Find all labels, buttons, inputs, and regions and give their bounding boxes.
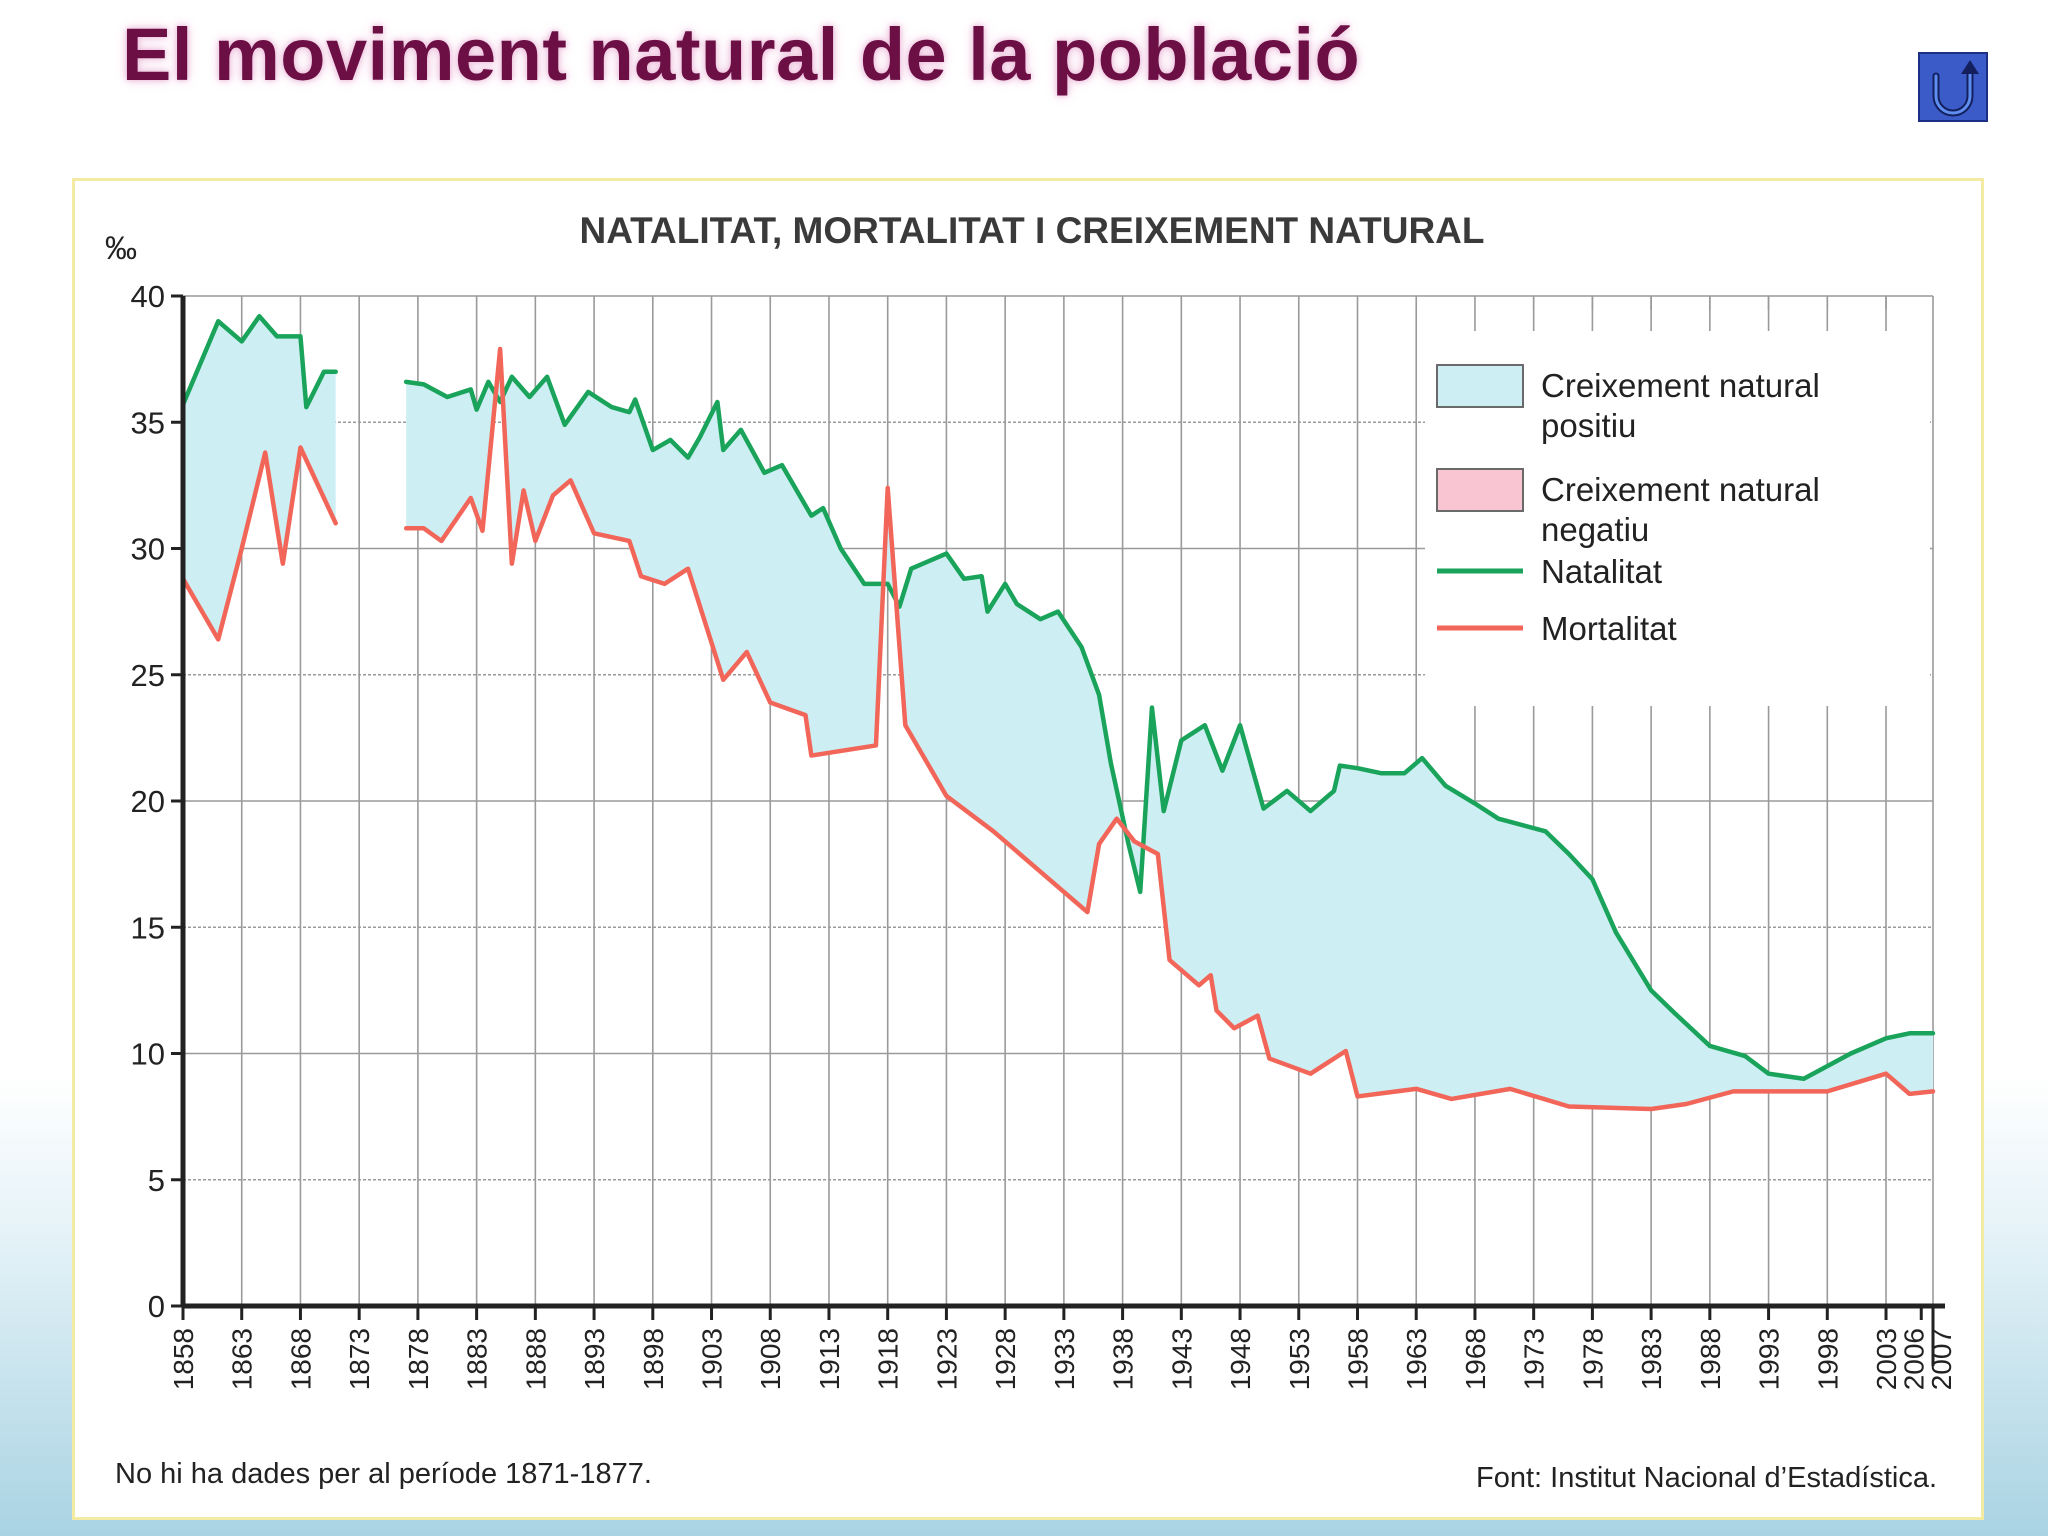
series-lines: [180, 313, 1936, 1112]
y-tick-label: 40: [131, 279, 165, 314]
legend-swatch-positive: [1436, 364, 1524, 408]
x-tick-label: 1868: [285, 1328, 316, 1390]
x-tick-label: 1998: [1812, 1328, 1843, 1390]
chart-title: NATALITAT, MORTALITAT I CREIXEMENT NATUR…: [579, 210, 1484, 251]
y-tick-label: 0: [148, 1289, 165, 1324]
x-tick-label: 2007: [1926, 1328, 1957, 1390]
source-note: Font: Institut Nacional d’Estadística.: [1476, 1462, 1937, 1494]
x-tick-label: 1938: [1108, 1328, 1139, 1390]
x-tick-label: 1978: [1577, 1328, 1608, 1390]
x-tick-label: 1918: [873, 1328, 904, 1390]
legend-label-natalitat: Natalitat: [1541, 553, 1662, 590]
x-tick-label: 1968: [1460, 1328, 1491, 1390]
x-tick-label: 1883: [462, 1328, 493, 1390]
y-tick-label: 20: [131, 784, 165, 819]
series-line-natalitat: [180, 313, 338, 410]
series-line-mortalitat: [403, 346, 1936, 1112]
legend-label-mortalitat: Mortalitat: [1541, 610, 1677, 647]
x-tick-label: 1888: [520, 1328, 551, 1390]
x-tick-label: 1898: [638, 1328, 669, 1390]
x-tick-label: 1933: [1049, 1328, 1080, 1390]
x-tick-label: 1943: [1166, 1328, 1197, 1390]
chart: NATALITAT, MORTALITAT I CREIXEMENT NATUR…: [105, 210, 1957, 1494]
x-tick-label: 1903: [697, 1328, 728, 1390]
x-tick-label: 1983: [1636, 1328, 1667, 1390]
positive-growth-area: [406, 349, 1934, 1110]
x-tick-label: 1863: [227, 1328, 258, 1390]
return-arrow-icon: [1932, 60, 1979, 117]
positive-growth-area: [183, 316, 336, 640]
legend-label-negative: Creixement natural negatiu: [1541, 471, 1820, 548]
x-tick-label: 1963: [1401, 1328, 1432, 1390]
x-tick-label: 1873: [344, 1328, 375, 1390]
x-tick-label: 1913: [814, 1328, 845, 1390]
back-button[interactable]: [1918, 52, 1988, 122]
x-tick-label: 1893: [579, 1328, 610, 1390]
x-tick-label: 1923: [931, 1328, 962, 1390]
x-tick-label: 1858: [168, 1328, 199, 1390]
y-tick-label: 15: [131, 910, 165, 945]
x-tick-label: 2006: [1898, 1328, 1929, 1390]
y-axis-unit: ‰: [105, 230, 137, 266]
x-tick-label: 1973: [1519, 1328, 1550, 1390]
chart-panel: NATALITAT, MORTALITAT I CREIXEMENT NATUR…: [72, 178, 1984, 1520]
series-line-natalitat: [403, 374, 1936, 1081]
x-tick-label: 1953: [1284, 1328, 1315, 1390]
x-tick-label: 1928: [990, 1328, 1021, 1390]
axes: 0 5 10 15 20 25 30 35 40 1858 1863 1868 1873 1878 1883…: [131, 279, 1957, 1390]
y-tick-label: 25: [131, 658, 165, 693]
y-tick-label: 30: [131, 532, 165, 567]
x-tick-label: 1958: [1342, 1328, 1373, 1390]
y-tick-label: 10: [131, 1037, 165, 1072]
x-tick-label: 2003: [1871, 1328, 1902, 1390]
y-tick-label: 5: [148, 1163, 165, 1198]
legend-swatch-negative: [1436, 468, 1524, 512]
x-tick-label: 1948: [1225, 1328, 1256, 1390]
fill-areas: [183, 316, 1934, 1110]
series-line-mortalitat: [180, 445, 338, 642]
no-data-note: No hi ha dades per al període 1871-1877.: [115, 1458, 652, 1490]
x-tick-label: 1988: [1695, 1328, 1726, 1390]
y-tick-label: 35: [131, 405, 165, 440]
x-tick-label: 1993: [1754, 1328, 1785, 1390]
legend: Creixement natural positiu Creixement natu…: [1425, 331, 1930, 706]
x-tick-label: 1908: [755, 1328, 786, 1390]
x-tick-label: 1878: [403, 1328, 434, 1390]
page-title: El moviment natural de la població: [122, 13, 1361, 96]
legend-label-positive: Creixement natural positiu: [1541, 367, 1820, 444]
